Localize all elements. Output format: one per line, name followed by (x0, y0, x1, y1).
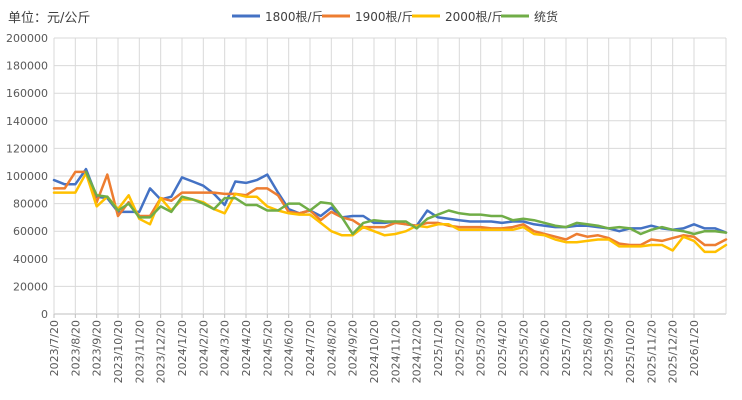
y-tick-label: 80000 (13, 198, 48, 211)
series-line-4 (84, 170, 728, 236)
y-tick-label: 0 (41, 308, 48, 321)
y-tick-label: 140000 (6, 115, 48, 128)
series-line-3 (52, 171, 728, 254)
x-tick-label: 2025/12/20 (667, 320, 680, 383)
x-tick-label: 2025/6/20 (539, 320, 552, 376)
series-line-1 (52, 167, 728, 234)
x-tick-label: 2025/8/20 (581, 320, 594, 376)
legend-label: 2000根/斤 (445, 10, 504, 24)
y-tick-label: 120000 (6, 142, 48, 155)
legend-label: 1800根/斤 (265, 10, 324, 24)
y-tick-label: 200000 (6, 32, 48, 45)
x-tick-label: 2024/10/20 (368, 320, 381, 383)
legend: 1800根/斤 1900根/斤 2000根/斤 统货 (232, 9, 558, 24)
x-tick-label: 2025/3/20 (475, 320, 488, 376)
x-tick-label: 2024/5/20 (261, 320, 274, 376)
x-tick-label: 2023/7/20 (48, 320, 61, 376)
x-tick-label: 2025/9/20 (603, 320, 616, 376)
grid-lines (53, 37, 727, 315)
legend-label: 统货 (534, 9, 558, 24)
unit-label: 单位：元/公斤 (8, 11, 90, 26)
series-line-2 (52, 170, 728, 247)
x-tick-label: 2024/4/20 (240, 320, 253, 376)
x-tick-label: 2025/4/20 (496, 320, 509, 376)
x-tick-label: 2025/10/20 (624, 320, 637, 383)
x-tick-labels: 2023/7/20 2023/8/20 2023/9/20 2023/10/20 202… (48, 320, 701, 383)
x-tick-label: 2024/12/20 (411, 320, 424, 383)
x-tick-label: 2023/9/20 (91, 320, 104, 376)
x-tick-label: 2024/3/20 (219, 320, 232, 376)
x-tick-label: 2024/9/20 (347, 320, 360, 376)
y-tick-labels: 0 20000 40000 60000 80000 100000 120000 140000 1… (6, 32, 48, 321)
x-tick-label: 2025/7/20 (560, 320, 573, 376)
x-tick-label: 2024/11/20 (389, 320, 402, 383)
x-tick-label: 2024/6/20 (283, 320, 296, 376)
x-tick-label: 2023/12/20 (155, 320, 168, 383)
x-tick-label: 2023/11/20 (133, 320, 146, 383)
y-tick-label: 160000 (6, 87, 48, 100)
x-tick-label: 2024/2/20 (197, 320, 210, 376)
y-tick-label: 40000 (13, 253, 48, 266)
x-tick-label: 2024/7/20 (304, 320, 317, 376)
y-tick-label: 100000 (6, 170, 48, 183)
y-tick-label: 20000 (13, 280, 48, 293)
legend-label: 1900根/斤 (355, 10, 414, 24)
y-tick-label: 60000 (13, 225, 48, 238)
x-tick-label: 2025/11/20 (645, 320, 658, 383)
y-tick-label: 180000 (6, 60, 48, 73)
x-tick-label: 2023/8/20 (69, 320, 82, 376)
x-tick-label: 2023/10/20 (112, 320, 125, 383)
x-tick-label: 2026/1/20 (688, 320, 701, 376)
x-tick-label: 2025/2/20 (453, 320, 466, 376)
x-tick-label: 2025/1/20 (432, 320, 445, 376)
x-tick-label: 2025/5/20 (517, 320, 530, 376)
series-lines (52, 167, 728, 254)
x-tick-label: 2024/8/20 (325, 320, 338, 376)
axes (53, 314, 695, 318)
x-tick-label: 2024/1/20 (176, 320, 189, 376)
